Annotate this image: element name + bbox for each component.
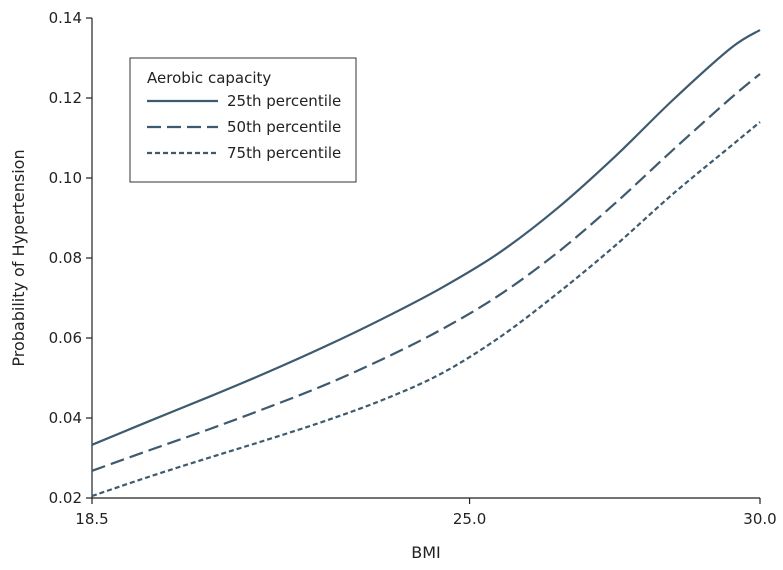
x-axis-title: BMI <box>411 543 441 562</box>
y-tick-label: 0.06 <box>49 329 82 347</box>
y-tick-label: 0.02 <box>49 489 82 507</box>
series-line-1 <box>91 29 761 446</box>
legend: Aerobic capacity 25th percentile 50th per… <box>129 57 357 183</box>
y-tick-label: 0.14 <box>49 9 82 27</box>
series-line-2 <box>91 73 761 472</box>
legend-box <box>129 57 357 183</box>
y-tick-label: 0.12 <box>49 89 82 107</box>
y-tick-label: 0.04 <box>49 409 82 427</box>
series-lines <box>91 29 761 498</box>
legend-items: 25th percentile 50th percentile 75th perce… <box>147 92 341 162</box>
legend-title: Aerobic capacity <box>147 69 271 87</box>
x-tick-label: 18.5 <box>75 510 108 528</box>
legend-label-2: 50th percentile <box>227 118 341 136</box>
y-axis-title: Probability of Hypertension <box>9 149 28 366</box>
legend-label-3: 75th percentile <box>227 144 341 162</box>
y-tick-label: 0.08 <box>49 249 82 267</box>
y-tick-label: 0.10 <box>49 169 82 187</box>
y-ticks: 0.02 0.04 0.06 0.08 0.10 0.12 0.14 <box>49 9 92 507</box>
legend-label-1: 25th percentile <box>227 92 341 110</box>
x-ticks: 18.5 25.0 30.0 <box>75 498 777 528</box>
x-tick-label: 25.0 <box>453 510 486 528</box>
x-tick-label: 30.0 <box>743 510 776 528</box>
series-line-3 <box>91 121 761 498</box>
